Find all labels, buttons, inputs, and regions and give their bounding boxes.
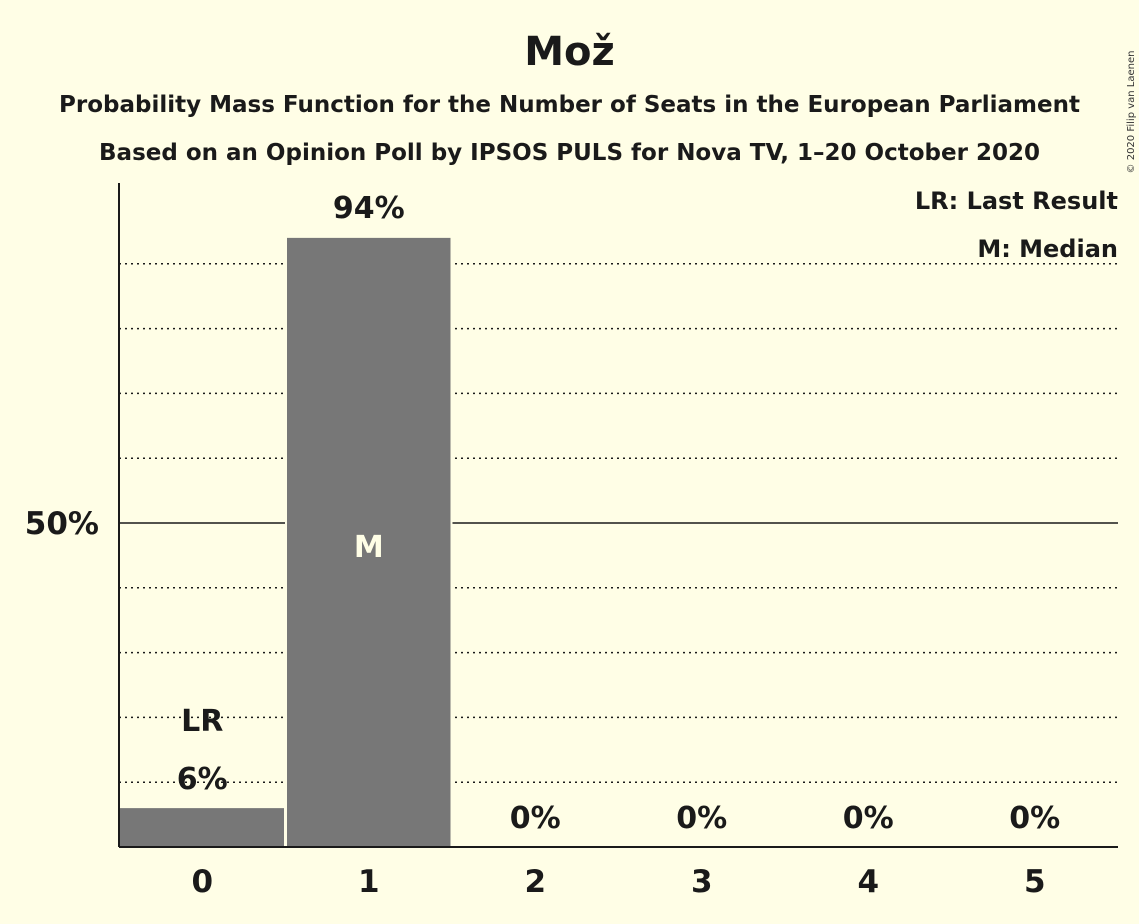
bar-0 [119, 808, 284, 847]
value-label-5: 0% [1009, 801, 1060, 836]
value-label-3: 0% [676, 801, 727, 836]
value-label-2: 0% [510, 801, 561, 836]
legend-median: M: Median [977, 235, 1118, 263]
data-labels: 6% 94% 0% 0% 0% 0% LR M [177, 191, 1060, 836]
last-result-marker: LR [181, 704, 223, 739]
x-tick-label-0: 0 [191, 864, 213, 900]
y-tick-label-50: 50% [25, 506, 99, 542]
bar-1 [287, 237, 451, 847]
x-tick-label-5: 5 [1024, 864, 1046, 900]
chart-subtitle-line-2: Based on an Opinion Poll by IPSOS PULS f… [99, 140, 1040, 166]
x-tick-label-3: 3 [691, 864, 713, 900]
bars [117, 237, 453, 847]
gridlines [119, 263, 1118, 783]
copyright-notice: © 2020 Filip van Laenen [1126, 51, 1137, 174]
value-label-0: 6% [177, 762, 228, 797]
x-tick-label-1: 1 [358, 864, 380, 900]
x-tick-label-4: 4 [857, 864, 879, 900]
value-label-4: 0% [843, 801, 894, 836]
median-marker: M [354, 530, 384, 565]
x-tick-label-2: 2 [524, 864, 546, 900]
legend-last-result: LR: Last Result [915, 187, 1118, 215]
value-label-1: 94% [333, 191, 405, 226]
chart-subtitle-line-1: Probability Mass Function for the Number… [59, 92, 1080, 118]
chart-title: Mož [524, 29, 615, 75]
axes: 0 1 2 3 4 5 50% [25, 183, 1118, 900]
